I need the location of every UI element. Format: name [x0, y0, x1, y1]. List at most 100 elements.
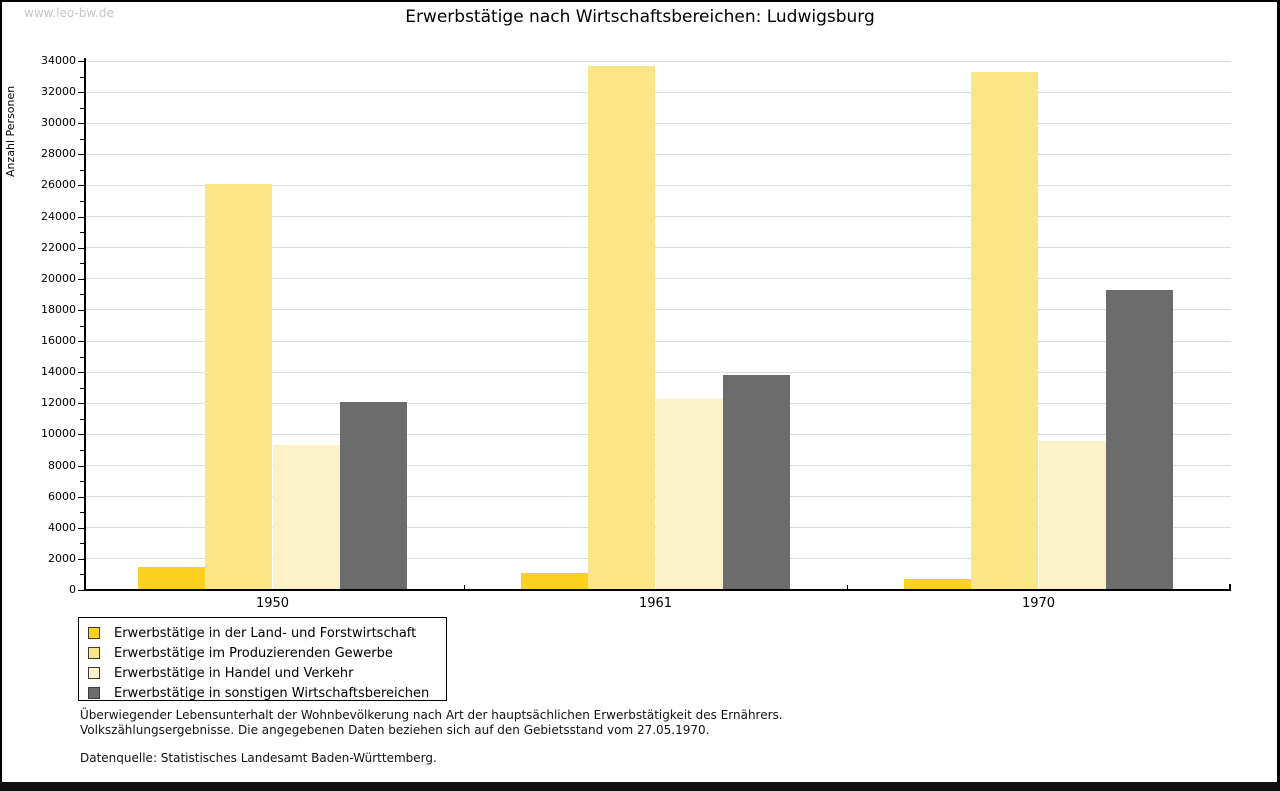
y-minor-tick	[80, 449, 85, 451]
bar-1970-s3	[1038, 440, 1106, 590]
y-major-tick	[78, 496, 85, 498]
y-major-tick	[78, 527, 85, 529]
y-minor-tick	[80, 325, 85, 327]
y-major-tick	[78, 216, 85, 218]
bar-1961-s2	[588, 65, 656, 590]
watermark: www.leo-bw.de	[24, 6, 114, 20]
y-tick-label: 26000	[41, 178, 76, 192]
y-major-tick	[78, 558, 85, 560]
frame-border-top	[0, 0, 1280, 2]
legend: Erwerbstätige in der Land- und Forstwirt…	[78, 617, 447, 701]
frame-border-bottom	[0, 782, 1280, 791]
bar-1961-s3	[655, 398, 723, 590]
y-minor-tick	[80, 263, 85, 265]
x-category-label: 1961	[638, 596, 673, 611]
gridline	[86, 184, 1231, 186]
y-tick-label: 14000	[41, 365, 76, 379]
gridline	[86, 216, 1231, 218]
footnote-line-2: Volkszählungsergebnisse. Die angegebenen…	[80, 723, 710, 737]
x-category-label: 1970	[1021, 596, 1056, 611]
legend-label: Erwerbstätige in Handel und Verkehr	[114, 665, 354, 681]
legend-swatch	[88, 627, 100, 639]
y-axis-title: Anzahl Personen	[4, 85, 17, 177]
gridline	[86, 247, 1231, 249]
gridline	[86, 309, 1231, 311]
y-tick-label: 8000	[48, 458, 76, 472]
legend-item-4: Erwerbstätige in sonstigen Wirtschaftsbe…	[79, 683, 446, 703]
gridline	[86, 60, 1231, 62]
bar-1961-s1	[521, 572, 589, 590]
y-major-tick	[78, 92, 85, 94]
bar-1950-s3	[272, 445, 340, 590]
y-major-tick	[78, 372, 85, 374]
legend-swatch	[88, 687, 100, 699]
bar-1950-s4	[339, 401, 407, 590]
y-minor-tick	[80, 76, 85, 78]
y-tick-label: 22000	[41, 240, 76, 254]
footnote-line-1: Überwiegender Lebensunterhalt der Wohnbe…	[80, 708, 783, 722]
y-major-tick	[78, 403, 85, 405]
gridline	[86, 340, 1231, 342]
y-tick-label: 24000	[41, 209, 76, 223]
y-minor-tick	[80, 356, 85, 358]
y-tick-label: 28000	[41, 147, 76, 161]
y-tick-label: 10000	[41, 427, 76, 441]
legend-item-2: Erwerbstätige im Produzierenden Gewerbe	[79, 643, 446, 663]
x-boundary-tick	[464, 585, 465, 590]
y-tick-label: 30000	[41, 116, 76, 130]
legend-item-3: Erwerbstätige in Handel und Verkehr	[79, 663, 446, 683]
y-minor-tick	[80, 294, 85, 296]
y-minor-tick	[80, 107, 85, 109]
bar-1970-s2	[971, 71, 1039, 590]
y-tick-label: 18000	[41, 302, 76, 316]
bar-1970-s4	[1105, 289, 1173, 590]
y-major-tick	[78, 154, 85, 156]
y-tick-label: 12000	[41, 396, 76, 410]
y-major-tick	[78, 465, 85, 467]
y-tick-label: 32000	[41, 85, 76, 99]
x-category-label: 1950	[255, 596, 290, 611]
x-boundary-tick	[847, 585, 848, 590]
data-source: Datenquelle: Statistisches Landesamt Bad…	[80, 751, 437, 765]
y-minor-tick	[80, 481, 85, 483]
legend-label: Erwerbstätige in sonstigen Wirtschaftsbe…	[114, 685, 430, 701]
bar-1950-s1	[138, 566, 206, 590]
y-minor-tick	[80, 169, 85, 171]
x-end-tick	[1229, 584, 1231, 590]
chart-title: Erwerbstätige nach Wirtschaftsbereichen:…	[405, 7, 875, 27]
y-major-tick	[78, 434, 85, 436]
y-minor-tick	[80, 512, 85, 514]
y-tick-label: 20000	[41, 271, 76, 285]
y-major-tick	[78, 590, 85, 591]
frame-border-right	[1277, 0, 1280, 791]
y-minor-tick	[80, 201, 85, 203]
bar-1961-s4	[722, 375, 790, 590]
gridline	[86, 91, 1231, 93]
y-minor-tick	[80, 232, 85, 234]
y-minor-tick	[80, 574, 85, 576]
bar-1970-s1	[904, 579, 972, 590]
y-tick-label: 4000	[48, 520, 76, 534]
y-major-tick	[78, 61, 85, 62]
y-tick-label: 6000	[48, 489, 76, 503]
footnote: Überwiegender Lebensunterhalt der Wohnbe…	[80, 708, 783, 738]
gridline	[86, 371, 1231, 373]
gridline	[86, 122, 1231, 124]
gridline	[86, 278, 1231, 280]
legend-swatch	[88, 667, 100, 679]
y-minor-tick	[80, 138, 85, 140]
y-tick-label: 2000	[48, 551, 76, 565]
y-minor-tick	[80, 543, 85, 545]
y-major-tick	[78, 123, 85, 125]
y-major-tick	[78, 185, 85, 187]
y-axis-line	[84, 58, 86, 591]
legend-label: Erwerbstätige in der Land- und Forstwirt…	[114, 625, 417, 641]
frame-border-left	[0, 0, 2, 791]
x-axis-line	[84, 589, 1231, 591]
y-tick-label: 0	[69, 583, 76, 596]
legend-swatch	[88, 647, 100, 659]
y-minor-tick	[80, 387, 85, 389]
y-major-tick	[78, 309, 85, 311]
legend-item-1: Erwerbstätige in der Land- und Forstwirt…	[79, 623, 446, 643]
